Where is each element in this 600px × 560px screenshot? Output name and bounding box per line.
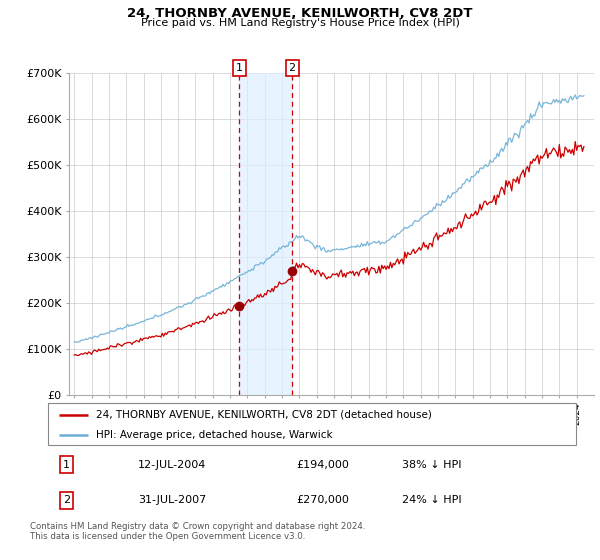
Text: 1: 1 bbox=[63, 460, 70, 470]
Text: 38% ↓ HPI: 38% ↓ HPI bbox=[402, 460, 461, 470]
Text: HPI: Average price, detached house, Warwick: HPI: Average price, detached house, Warw… bbox=[95, 430, 332, 440]
Text: 24% ↓ HPI: 24% ↓ HPI bbox=[402, 495, 461, 505]
Text: 24, THORNBY AVENUE, KENILWORTH, CV8 2DT (detached house): 24, THORNBY AVENUE, KENILWORTH, CV8 2DT … bbox=[95, 410, 431, 420]
Text: 12-JUL-2004: 12-JUL-2004 bbox=[138, 460, 206, 470]
Text: 2: 2 bbox=[63, 495, 70, 505]
FancyBboxPatch shape bbox=[48, 403, 576, 445]
Text: £194,000: £194,000 bbox=[296, 460, 349, 470]
Bar bbox=[239, 73, 292, 395]
Text: Price paid vs. HM Land Registry's House Price Index (HPI): Price paid vs. HM Land Registry's House … bbox=[140, 18, 460, 28]
Text: 2: 2 bbox=[289, 63, 296, 73]
Text: 24, THORNBY AVENUE, KENILWORTH, CV8 2DT: 24, THORNBY AVENUE, KENILWORTH, CV8 2DT bbox=[127, 7, 473, 20]
Text: Contains HM Land Registry data © Crown copyright and database right 2024.
This d: Contains HM Land Registry data © Crown c… bbox=[30, 522, 365, 542]
Text: £270,000: £270,000 bbox=[296, 495, 349, 505]
Text: 31-JUL-2007: 31-JUL-2007 bbox=[138, 495, 206, 505]
Text: 1: 1 bbox=[236, 63, 243, 73]
